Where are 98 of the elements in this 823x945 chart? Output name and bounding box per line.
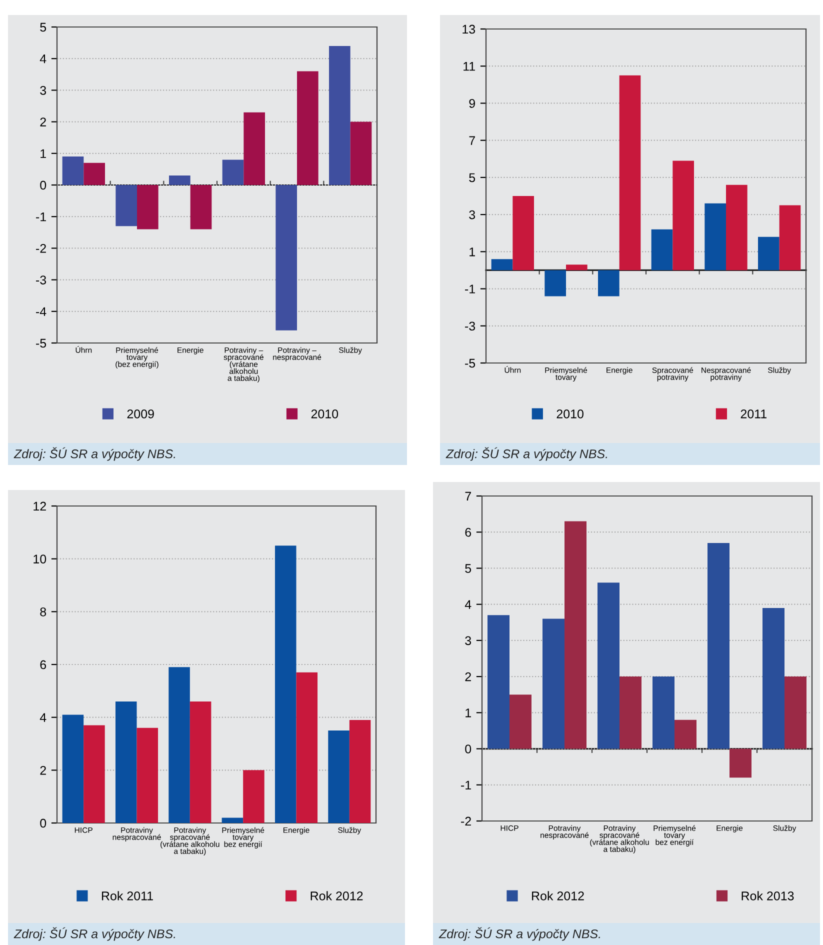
y-tick-label: 0: [40, 818, 46, 828]
legend-label: Rok 2012: [532, 891, 584, 900]
bar: [222, 818, 244, 823]
legend-label: Rok 2013: [742, 891, 794, 900]
y-tick-label: 3: [469, 210, 476, 220]
bar: [488, 615, 510, 749]
y-tick-label: 2: [465, 672, 471, 682]
bar: [652, 676, 674, 749]
bar: [350, 122, 372, 185]
y-tick-label: 9: [469, 99, 475, 108]
y-tick-label: -3: [36, 276, 46, 284]
y-tick-label: 5: [469, 173, 476, 182]
bar: [542, 618, 564, 749]
bar: [619, 75, 641, 270]
y-tick-label: -5: [36, 338, 46, 348]
y-tick-label: 2: [40, 118, 46, 126]
y-tick-label: 5: [40, 22, 46, 32]
bar: [704, 203, 726, 270]
y-tick-label: 4: [464, 600, 472, 609]
bar: [116, 185, 137, 226]
bar: [512, 196, 534, 270]
y-tick-label: 1: [470, 248, 475, 256]
y-tick-label: 6: [465, 528, 472, 537]
y-tick-label: -1: [36, 212, 46, 222]
bar: [491, 259, 513, 270]
bar: [190, 701, 212, 823]
y-tick-label: 10: [34, 554, 46, 564]
legend-label: Rok 2011: [102, 891, 153, 900]
y-tick-label: 3: [40, 86, 46, 95]
y-tick-label: -2: [36, 244, 46, 253]
bar: [276, 185, 297, 330]
bar: [758, 236, 780, 270]
bar: [190, 185, 212, 230]
y-tick-label: 1: [466, 708, 471, 718]
bar: [84, 725, 105, 823]
bar: [297, 71, 318, 185]
y-tick-label: 12: [34, 502, 46, 511]
bar: [598, 270, 620, 296]
y-tick-label: -4: [36, 307, 46, 316]
bar: [510, 694, 532, 749]
bar: [672, 160, 694, 270]
y-tick-label: 8: [40, 607, 46, 616]
bar: [349, 720, 371, 823]
y-tick-label: -3: [465, 322, 476, 331]
bar: [62, 156, 84, 185]
y-tick-label: 4: [40, 54, 46, 64]
bar: [115, 701, 137, 823]
y-tick-label: -1: [465, 284, 475, 294]
bar: [243, 770, 264, 823]
bar: [566, 264, 588, 270]
bar: [726, 184, 748, 270]
y-tick-label: -1: [461, 780, 471, 790]
y-tick-label: 13: [462, 24, 476, 34]
y-tick-label: 4: [40, 713, 46, 722]
y-tick-label: 0: [40, 180, 46, 190]
bar: [730, 748, 752, 778]
y-tick-label: 3: [465, 636, 472, 646]
bar: [137, 185, 158, 230]
bar: [168, 667, 190, 823]
bar: [84, 162, 105, 185]
bar: [708, 542, 730, 749]
bar: [674, 720, 696, 749]
y-tick-label: 2: [40, 766, 46, 775]
bar: [328, 730, 350, 823]
bar: [222, 160, 244, 185]
bar: [244, 112, 265, 185]
y-tick-label: 7: [469, 136, 475, 145]
y-tick-label: 6: [40, 660, 46, 670]
text: Zdroj: ŠÚ SR a výpočty NBS.: [14, 927, 176, 941]
bar: [762, 608, 784, 749]
bar: [651, 229, 673, 270]
text: Zdroj: ŠÚ SR a výpočty NBS.: [14, 447, 176, 461]
text: Zdroj: ŠÚ SR a výpočty NBS.: [438, 927, 600, 941]
bar: [544, 270, 566, 296]
bar: [620, 676, 642, 749]
y-tick-label: -2: [461, 816, 471, 826]
bar: [62, 714, 84, 823]
bar: [784, 676, 806, 749]
text: Zdroj: ŠÚ SR a výpočty NBS.: [446, 447, 608, 461]
y-tick-label: 7: [465, 492, 471, 501]
bar: [329, 46, 350, 185]
y-tick-label: 5: [465, 564, 472, 573]
legend-label: 2010: [311, 410, 338, 418]
legend-label: 2009: [127, 410, 154, 418]
y-tick-label: 1: [40, 149, 46, 158]
legend-label: 2010: [556, 410, 584, 418]
bar: [564, 521, 586, 749]
bar: [169, 176, 190, 185]
bar: [136, 728, 158, 823]
legend-label: Rok 2012: [310, 891, 363, 900]
y-tick-label: 11: [464, 62, 475, 71]
bar: [296, 672, 318, 823]
bar: [274, 546, 296, 823]
legend-label: 2011: [740, 410, 766, 418]
bar: [598, 582, 620, 749]
bar: [779, 205, 801, 270]
y-tick-label: 0: [465, 744, 472, 754]
y-tick-label: -5: [465, 358, 476, 368]
